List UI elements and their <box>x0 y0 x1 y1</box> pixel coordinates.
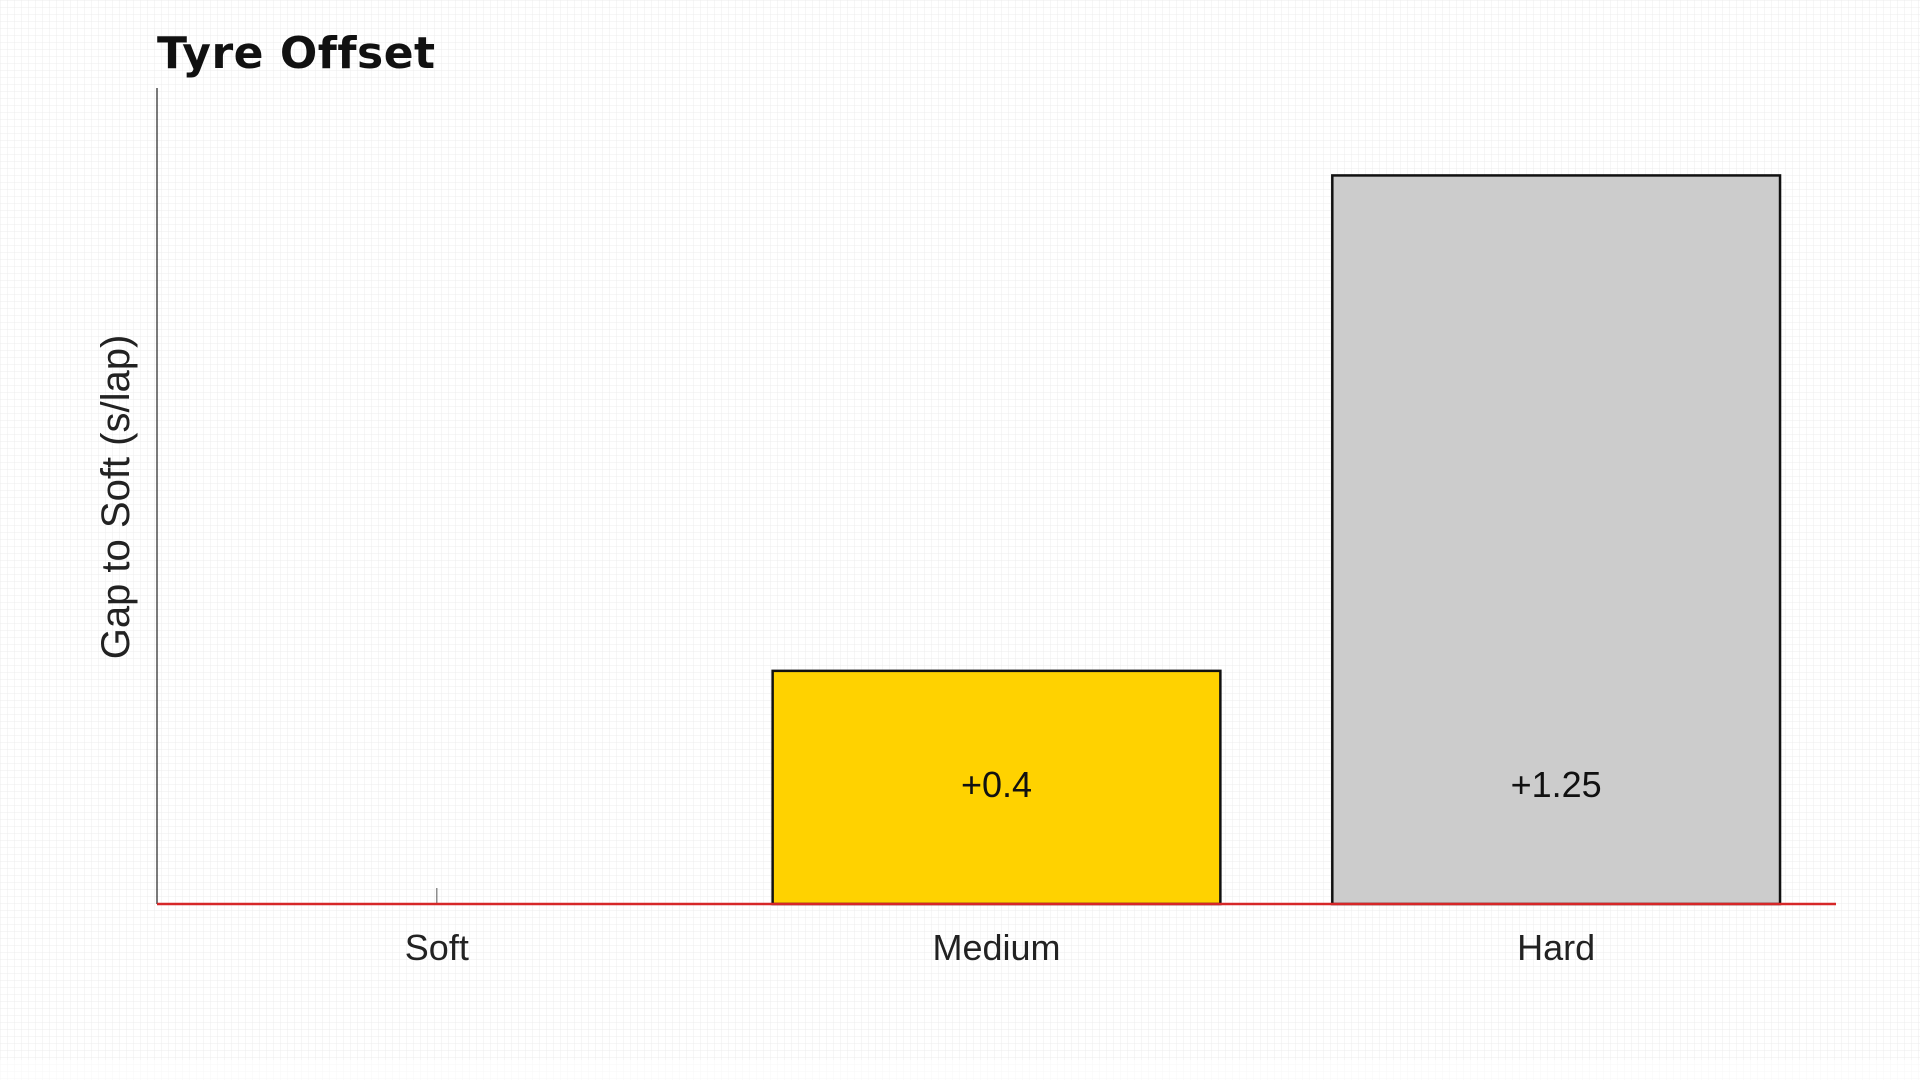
bar-medium <box>771 669 1222 906</box>
bar-hard <box>1331 174 1782 906</box>
data-label-medium: +0.4 <box>961 764 1032 805</box>
y-axis-label: Gap to Soft (s/lap) <box>94 335 138 660</box>
edge-fade <box>0 1060 1920 1080</box>
x-tick-label-soft: Soft <box>405 927 469 968</box>
x-tick-label-medium: Medium <box>932 927 1060 968</box>
chart-title: Tyre Offset <box>157 28 436 79</box>
x-tick-labels: Soft Medium Hard <box>405 927 1595 968</box>
data-label-hard: +1.25 <box>1511 764 1602 805</box>
bars-layer: +0.4 +1.25 <box>436 174 1782 906</box>
x-tick-label-hard: Hard <box>1517 927 1595 968</box>
